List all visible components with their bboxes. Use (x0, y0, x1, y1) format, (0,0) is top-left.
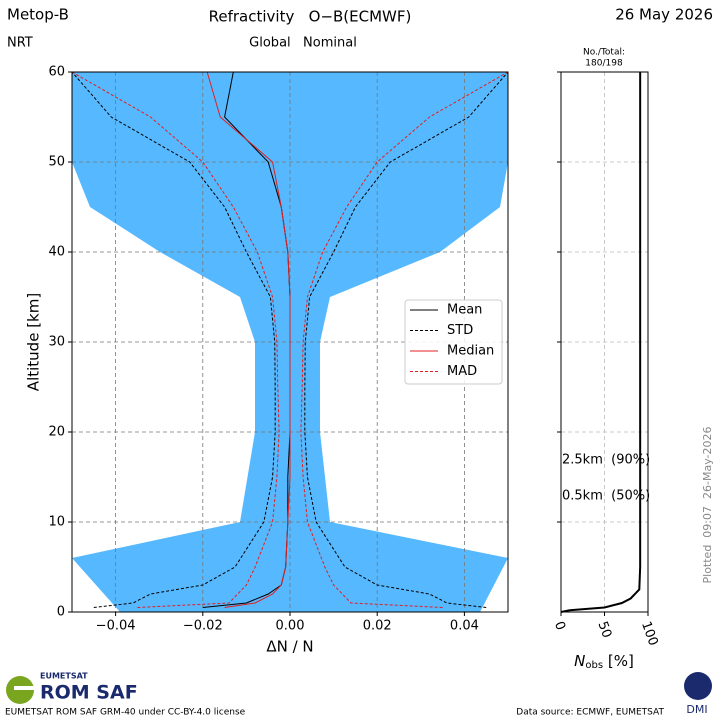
legend-box (404, 299, 503, 385)
axes-frame (71, 71, 509, 613)
legend-label: STD (447, 323, 473, 338)
x-tick-label: 0.00 (276, 619, 305, 634)
x-axis-label: Nobs [%] (574, 652, 634, 672)
y-tick-label: 60 (48, 65, 65, 80)
x-tick-label: 0.02 (363, 619, 392, 634)
y-tick-label: 10 (48, 515, 65, 530)
x-tick-label: 0.04 (450, 619, 479, 634)
profile-line (304, 71, 509, 608)
coverage-line (560, 72, 642, 613)
title: Refractivity O−B(ECMWF) (209, 8, 412, 26)
y-tick-label: 40 (48, 245, 65, 260)
profile-line (300, 71, 509, 608)
x-axis-label-part: obs (585, 660, 603, 671)
plotted: Plotted 09:07 26-May-2026 (701, 427, 714, 584)
satellite: Metop-B (7, 6, 69, 24)
legend-label: MAD (447, 364, 477, 379)
x-tick-label: 50 (594, 619, 614, 640)
source: Data source: ECMWF, EUMETSAT (516, 708, 664, 718)
dmi-logo (684, 672, 712, 700)
y-axis-label: Altitude [km] (25, 293, 43, 391)
y-tick-label: 50 (48, 155, 65, 170)
x-axis-label-part: [%] (603, 652, 634, 670)
dmi: DMI (686, 703, 707, 716)
mode: NRT (7, 36, 33, 51)
legend-label: Mean (447, 303, 482, 318)
license: EUMETSAT ROM SAF GRM-40 under CC-BY-4.0 … (5, 708, 246, 718)
y-tick-label: 30 (48, 335, 65, 350)
x-tick-label: −0.04 (96, 619, 136, 634)
x-axis-label-part: N (574, 652, 585, 670)
y-tick-label: 0 (57, 605, 65, 620)
y-tick-label: 20 (48, 425, 65, 440)
profile-line (71, 71, 280, 608)
coverage-subtitle: 180/198 (585, 59, 623, 69)
x-tick-label: 0 (551, 619, 568, 632)
x-tick-label: −0.02 (183, 619, 223, 634)
subtitle: Global Nominal (249, 36, 357, 51)
annotation: 2.5km (90%) (562, 453, 650, 468)
date: 26 May 2026 (615, 6, 713, 24)
profile-line (206, 71, 291, 608)
romsaf-logo-mark (14, 686, 36, 690)
org: EUMETSAT (40, 672, 88, 681)
x-tick-label: 100 (638, 619, 661, 647)
brand: ROM SAF (40, 682, 138, 704)
legend-label: Median (447, 344, 494, 359)
axes-frame (560, 71, 649, 613)
profile-line (71, 71, 276, 608)
annotation: 0.5km (50%) (562, 489, 650, 504)
coverage-title: No./Total: (583, 48, 625, 58)
x-axis-label: ΔN / N (266, 638, 313, 656)
